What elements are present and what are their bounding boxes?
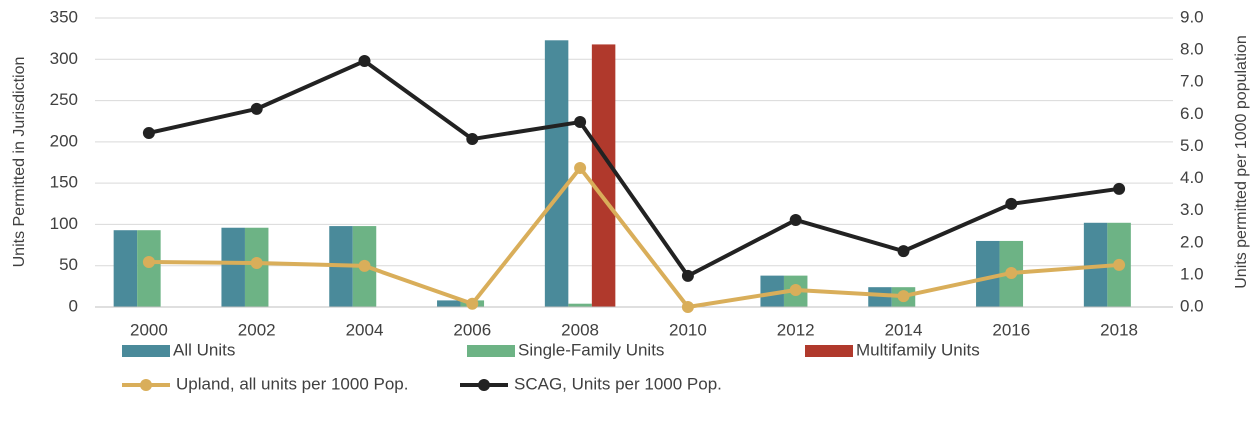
bar	[137, 230, 161, 307]
point	[1113, 258, 1126, 271]
point	[681, 301, 694, 313]
y-tick-label: 300	[50, 49, 78, 68]
point	[1005, 197, 1018, 210]
y-tick-label: 0	[69, 296, 78, 315]
legend-label: SCAG, Units per 1000 Pop.	[514, 374, 722, 393]
x-tick-label: 2008	[561, 320, 599, 339]
y2-tick-label: 0.0	[1180, 296, 1204, 315]
y-tick-label: 50	[59, 255, 78, 274]
bar	[568, 303, 592, 307]
x-tick-label: 2010	[669, 320, 707, 339]
line	[148, 59, 1120, 278]
x-tick-label: 2002	[238, 320, 276, 339]
y2-tick-label: 1.0	[1180, 264, 1204, 283]
legend-label: Single-Family Units	[518, 340, 664, 359]
y-tick-label: 100	[50, 214, 78, 233]
point	[250, 257, 263, 270]
legend-swatch	[478, 379, 490, 391]
bar	[544, 40, 569, 308]
legend-swatch	[805, 345, 853, 357]
x-tick-label: 2014	[885, 320, 923, 339]
x-tick-label: 2006	[453, 320, 491, 339]
point	[142, 126, 155, 139]
point	[358, 55, 371, 68]
line	[148, 165, 1120, 309]
y-tick-label: 200	[50, 131, 78, 150]
point	[897, 245, 910, 258]
y2-tick-label: 6.0	[1180, 104, 1204, 123]
bar	[437, 300, 461, 307]
y2-tick-label: 2.0	[1180, 232, 1204, 251]
bar	[868, 287, 892, 307]
y-axis-label: Units Permitted in Jurisdiction	[11, 57, 28, 268]
y-tick-label: 150	[50, 173, 78, 192]
legend-label: Multifamily Units	[856, 340, 980, 359]
point	[466, 133, 479, 146]
point	[1005, 266, 1018, 279]
bar	[591, 44, 616, 308]
legend-swatch	[467, 345, 515, 357]
point	[574, 116, 587, 129]
y2-tick-label: 7.0	[1180, 72, 1204, 91]
bar	[976, 240, 1000, 307]
legend-swatch	[122, 345, 170, 357]
point	[789, 213, 802, 226]
x-tick-label: 2000	[130, 320, 168, 339]
point	[358, 259, 371, 272]
point	[789, 283, 802, 296]
legend-label: Upland, all units per 1000 Pop.	[176, 374, 409, 393]
y-tick-label: 250	[50, 90, 78, 109]
point	[681, 269, 694, 282]
y2-tick-label: 3.0	[1180, 200, 1204, 219]
x-tick-label: 2004	[346, 320, 384, 339]
legend-swatch	[140, 379, 152, 391]
x-tick-label: 2012	[777, 320, 815, 339]
x-tick-label: 2016	[992, 320, 1030, 339]
y-tick-label: 350	[50, 7, 78, 26]
y2-tick-label: 5.0	[1180, 136, 1204, 155]
legend-label: All Units	[173, 340, 235, 359]
point	[250, 102, 263, 115]
point	[466, 297, 479, 310]
bar	[221, 227, 245, 307]
bar	[760, 275, 784, 307]
point	[1113, 182, 1126, 195]
point	[897, 290, 910, 303]
x-tick-label: 2018	[1100, 320, 1138, 339]
y2-axis-label: Units permitted per 1000 population	[1233, 35, 1250, 289]
bar	[113, 230, 138, 307]
point	[142, 256, 155, 269]
point	[574, 161, 587, 174]
y2-tick-label: 8.0	[1180, 40, 1204, 59]
y2-tick-label: 4.0	[1180, 168, 1204, 187]
y2-tick-label: 9.0	[1180, 7, 1204, 26]
